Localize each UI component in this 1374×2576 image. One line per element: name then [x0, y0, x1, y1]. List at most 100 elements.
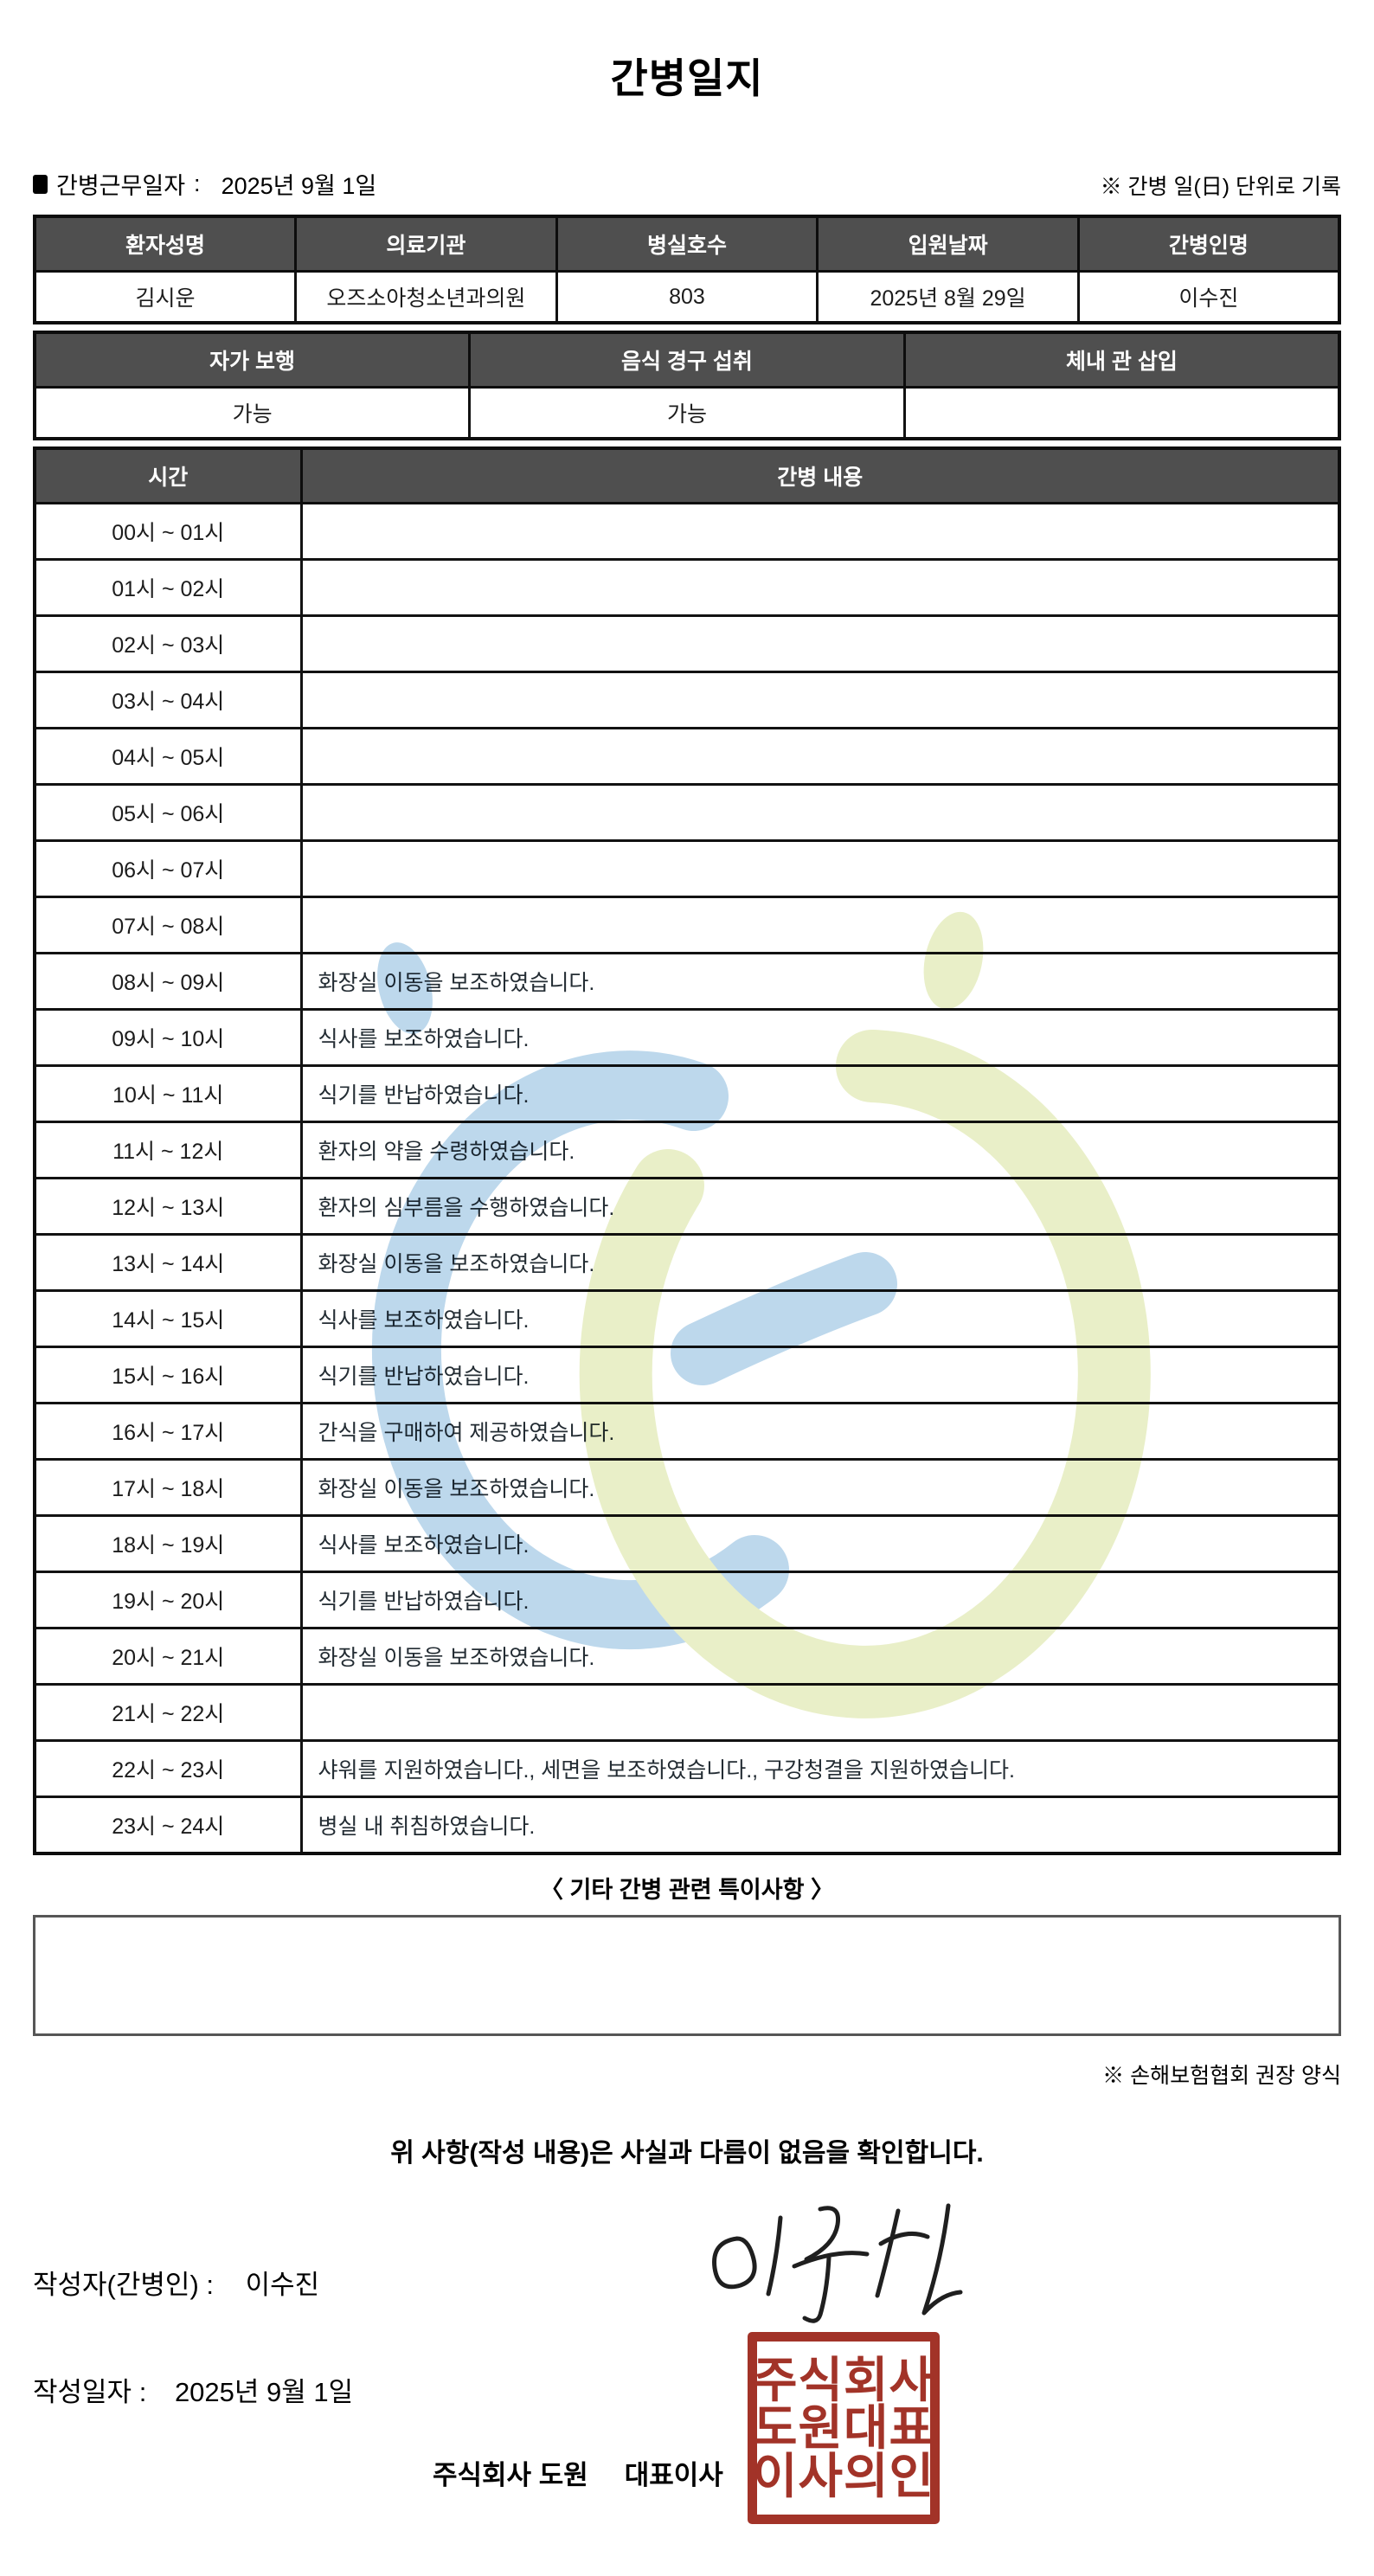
diary-content-header: 간병 내용	[299, 446, 1341, 504]
patient-value-cell: 김시운	[33, 270, 298, 324]
diary-content-cell	[299, 671, 1341, 729]
diary-time-cell: 15시 ~ 16시	[33, 1346, 303, 1404]
diary-time-cell: 08시 ~ 09시	[33, 952, 303, 1011]
diary-content-cell: 간식을 구매하여 제공하였습니다.	[299, 1402, 1341, 1461]
diary-row: 06시 ~ 07시	[33, 839, 1341, 898]
page-title: 간병일지	[610, 55, 764, 101]
patient-info-body: 김시운 오즈소아청소년과의원 803 2025년 8월 29일 이수진	[33, 270, 1341, 324]
ceo-label: 대표이사	[624, 2460, 723, 2490]
patient-header-cell: 입원날짜	[816, 215, 1080, 273]
diary-time-cell: 09시 ~ 10시	[33, 1008, 303, 1067]
stamp-line-1: 주식회사	[752, 2352, 935, 2407]
footer-section: 작성자(간병인) : 이수진 작성일자 : 2025년 9월 1일 주식회사 도…	[33, 2169, 1341, 2576]
diary-row: 15시 ~ 16시 식기를 반납하였습니다.	[33, 1346, 1341, 1404]
diary-time-cell: 04시 ~ 05시	[33, 727, 303, 786]
diary-content-cell	[299, 839, 1341, 898]
diary-time-header: 시간	[33, 446, 303, 504]
diary-time-cell: 20시 ~ 21시	[33, 1627, 303, 1686]
diary-content-cell: 병실 내 취침하였습니다.	[299, 1795, 1341, 1855]
care-diary-body: 00시 ~ 01시 01시 ~ 02시 02시 ~ 03시 03시 ~ 04시 …	[33, 502, 1341, 1855]
diary-content-cell	[299, 614, 1341, 673]
stamp-line-2: 도원대표	[752, 2400, 935, 2456]
writer-name: 이수진	[245, 2270, 320, 2300]
diary-time-cell: 18시 ~ 19시	[33, 1514, 303, 1573]
diary-content-cell: 화장실 이동을 보조하였습니다.	[299, 1627, 1341, 1686]
write-date-value: 2025년 9월 1일	[174, 2377, 354, 2407]
diary-row: 02시 ~ 03시	[33, 614, 1341, 673]
diary-content-cell: 환자의 심부름을 수행하였습니다.	[299, 1177, 1341, 1236]
diary-row: 07시 ~ 08시	[33, 896, 1341, 954]
diary-row: 10시 ~ 11시 식기를 반납하였습니다.	[33, 1064, 1341, 1123]
patient-value-row: 김시운 오즈소아청소년과의원 803 2025년 8월 29일 이수진	[33, 270, 1341, 324]
patient-status-table: 자가 보행 음식 경구 섭취 체내 관 삽입 가능 가능	[33, 331, 1341, 440]
diary-row: 05시 ~ 06시	[33, 783, 1341, 842]
diary-content-cell: 식기를 반납하였습니다.	[299, 1064, 1341, 1123]
diary-content-cell: 식사를 보조하였습니다.	[299, 1289, 1341, 1348]
diary-time-cell: 05시 ~ 06시	[33, 783, 303, 842]
diary-content-cell: 식사를 보조하였습니다.	[299, 1514, 1341, 1573]
diary-time-cell: 02시 ~ 03시	[33, 614, 303, 673]
confirmation-statement: 위 사항(작성 내용)은 사실과 다름이 없음을 확인합니다.	[390, 2139, 984, 2168]
diary-content-cell	[299, 783, 1341, 842]
status-header-row: 자가 보행 음식 경구 섭취 체내 관 삽입	[33, 331, 1341, 389]
diary-time-cell: 12시 ~ 13시	[33, 1177, 303, 1236]
diary-time-cell: 17시 ~ 18시	[33, 1458, 303, 1517]
write-date-line: 작성일자 : 2025년 9월 1일	[33, 2370, 353, 2409]
diary-time-cell: 21시 ~ 22시	[33, 1683, 303, 1742]
write-date-label: 작성일자 :	[33, 2377, 147, 2407]
status-value-cell: 가능	[33, 386, 472, 440]
meta-row: 간병근무일자 : 2025년 9월 1일 ※ 간병 일(日) 단위로 기록	[33, 167, 1341, 201]
patient-header-cell: 간병인명	[1076, 215, 1341, 273]
diary-time-cell: 22시 ~ 23시	[33, 1739, 303, 1798]
diary-time-cell: 07시 ~ 08시	[33, 896, 303, 954]
diary-row: 09시 ~ 10시 식사를 보조하였습니다.	[33, 1008, 1341, 1067]
diary-time-cell: 14시 ~ 15시	[33, 1289, 303, 1348]
writer-line: 작성자(간병인) : 이수진	[33, 2263, 319, 2302]
diary-content-cell: 식사를 보조하였습니다.	[299, 1008, 1341, 1067]
diary-row: 12시 ~ 13시 환자의 심부름을 수행하였습니다.	[33, 1177, 1341, 1236]
diary-time-cell: 11시 ~ 12시	[33, 1121, 303, 1179]
diary-row: 08시 ~ 09시 화장실 이동을 보조하였습니다.	[33, 952, 1341, 1011]
diary-content-cell	[299, 727, 1341, 786]
status-value-cell: 가능	[468, 386, 906, 440]
diary-time-cell: 16시 ~ 17시	[33, 1402, 303, 1461]
company-line: 주식회사 도원 대표이사	[433, 2453, 723, 2492]
diary-content-cell: 화장실 이동을 보조하였습니다.	[299, 952, 1341, 1011]
patient-value-cell: 803	[555, 270, 819, 324]
diary-time-cell: 01시 ~ 02시	[33, 558, 303, 617]
diary-row: 19시 ~ 20시 식기를 반납하였습니다.	[33, 1571, 1341, 1629]
care-journal-document: { "page": { "title": "간병일지" }, "meta": {…	[0, 45, 1374, 2556]
diary-content-cell: 화장실 이동을 보조하였습니다.	[299, 1458, 1341, 1517]
patient-value-cell: 오즈소아청소년과의원	[294, 270, 558, 324]
diary-row: 23시 ~ 24시 병실 내 취침하였습니다.	[33, 1795, 1341, 1855]
writer-label: 작성자(간병인) :	[33, 2270, 214, 2300]
diary-content-cell: 환자의 약을 수령하였습니다.	[299, 1121, 1341, 1179]
diary-row: 03시 ~ 04시	[33, 671, 1341, 729]
status-value-row: 가능 가능	[33, 386, 1341, 440]
work-date-label: 간병근무일자	[56, 173, 186, 199]
diary-row: 17시 ~ 18시 화장실 이동을 보조하였습니다.	[33, 1458, 1341, 1517]
diary-time-cell: 19시 ~ 20시	[33, 1571, 303, 1629]
diary-content-cell	[299, 502, 1341, 561]
diary-time-cell: 03시 ~ 04시	[33, 671, 303, 729]
diary-content-cell: 샤워를 지원하였습니다., 세면을 보조하였습니다., 구강청결을 지원하였습니…	[299, 1739, 1341, 1798]
document-sheet: 간병일지 간병근무일자 : 2025년 9월 1일 ※ 간병 일(日) 단위로 …	[33, 45, 1341, 2576]
work-date-line: 간병근무일자 : 2025년 9월 1일	[33, 167, 376, 201]
work-date-colon: :	[194, 170, 201, 196]
diary-time-cell: 10시 ~ 11시	[33, 1064, 303, 1123]
extras-notes-box	[33, 1915, 1341, 2036]
patient-header-cell: 환자성명	[33, 215, 298, 273]
company-name: 주식회사 도원	[433, 2460, 588, 2490]
diary-header-row: 시간 간병 내용	[33, 446, 1341, 504]
diary-row: 13시 ~ 14시 화장실 이동을 보조하였습니다.	[33, 1233, 1341, 1292]
diary-content-cell: 식기를 반납하였습니다.	[299, 1346, 1341, 1404]
patient-value-cell: 이수진	[1076, 270, 1341, 324]
care-diary-header: 시간 간병 내용	[33, 446, 1341, 504]
status-header-cell: 체내 관 삽입	[902, 331, 1341, 389]
diary-row: 14시 ~ 15시 식사를 보조하였습니다.	[33, 1289, 1341, 1348]
form-note: ※ 손해보험협회 권장 양식	[1102, 2064, 1341, 2088]
corporate-seal-stamp: 주식회사 도원대표 이사의인	[748, 2332, 940, 2524]
diary-row: 20시 ~ 21시 화장실 이동을 보조하였습니다.	[33, 1627, 1341, 1686]
diary-row: 01시 ~ 02시	[33, 558, 1341, 617]
patient-info-table: 환자성명 의료기관 병실호수 입원날짜 간병인명 김시운 오즈소아청소년과의원 803 202…	[33, 215, 1341, 324]
